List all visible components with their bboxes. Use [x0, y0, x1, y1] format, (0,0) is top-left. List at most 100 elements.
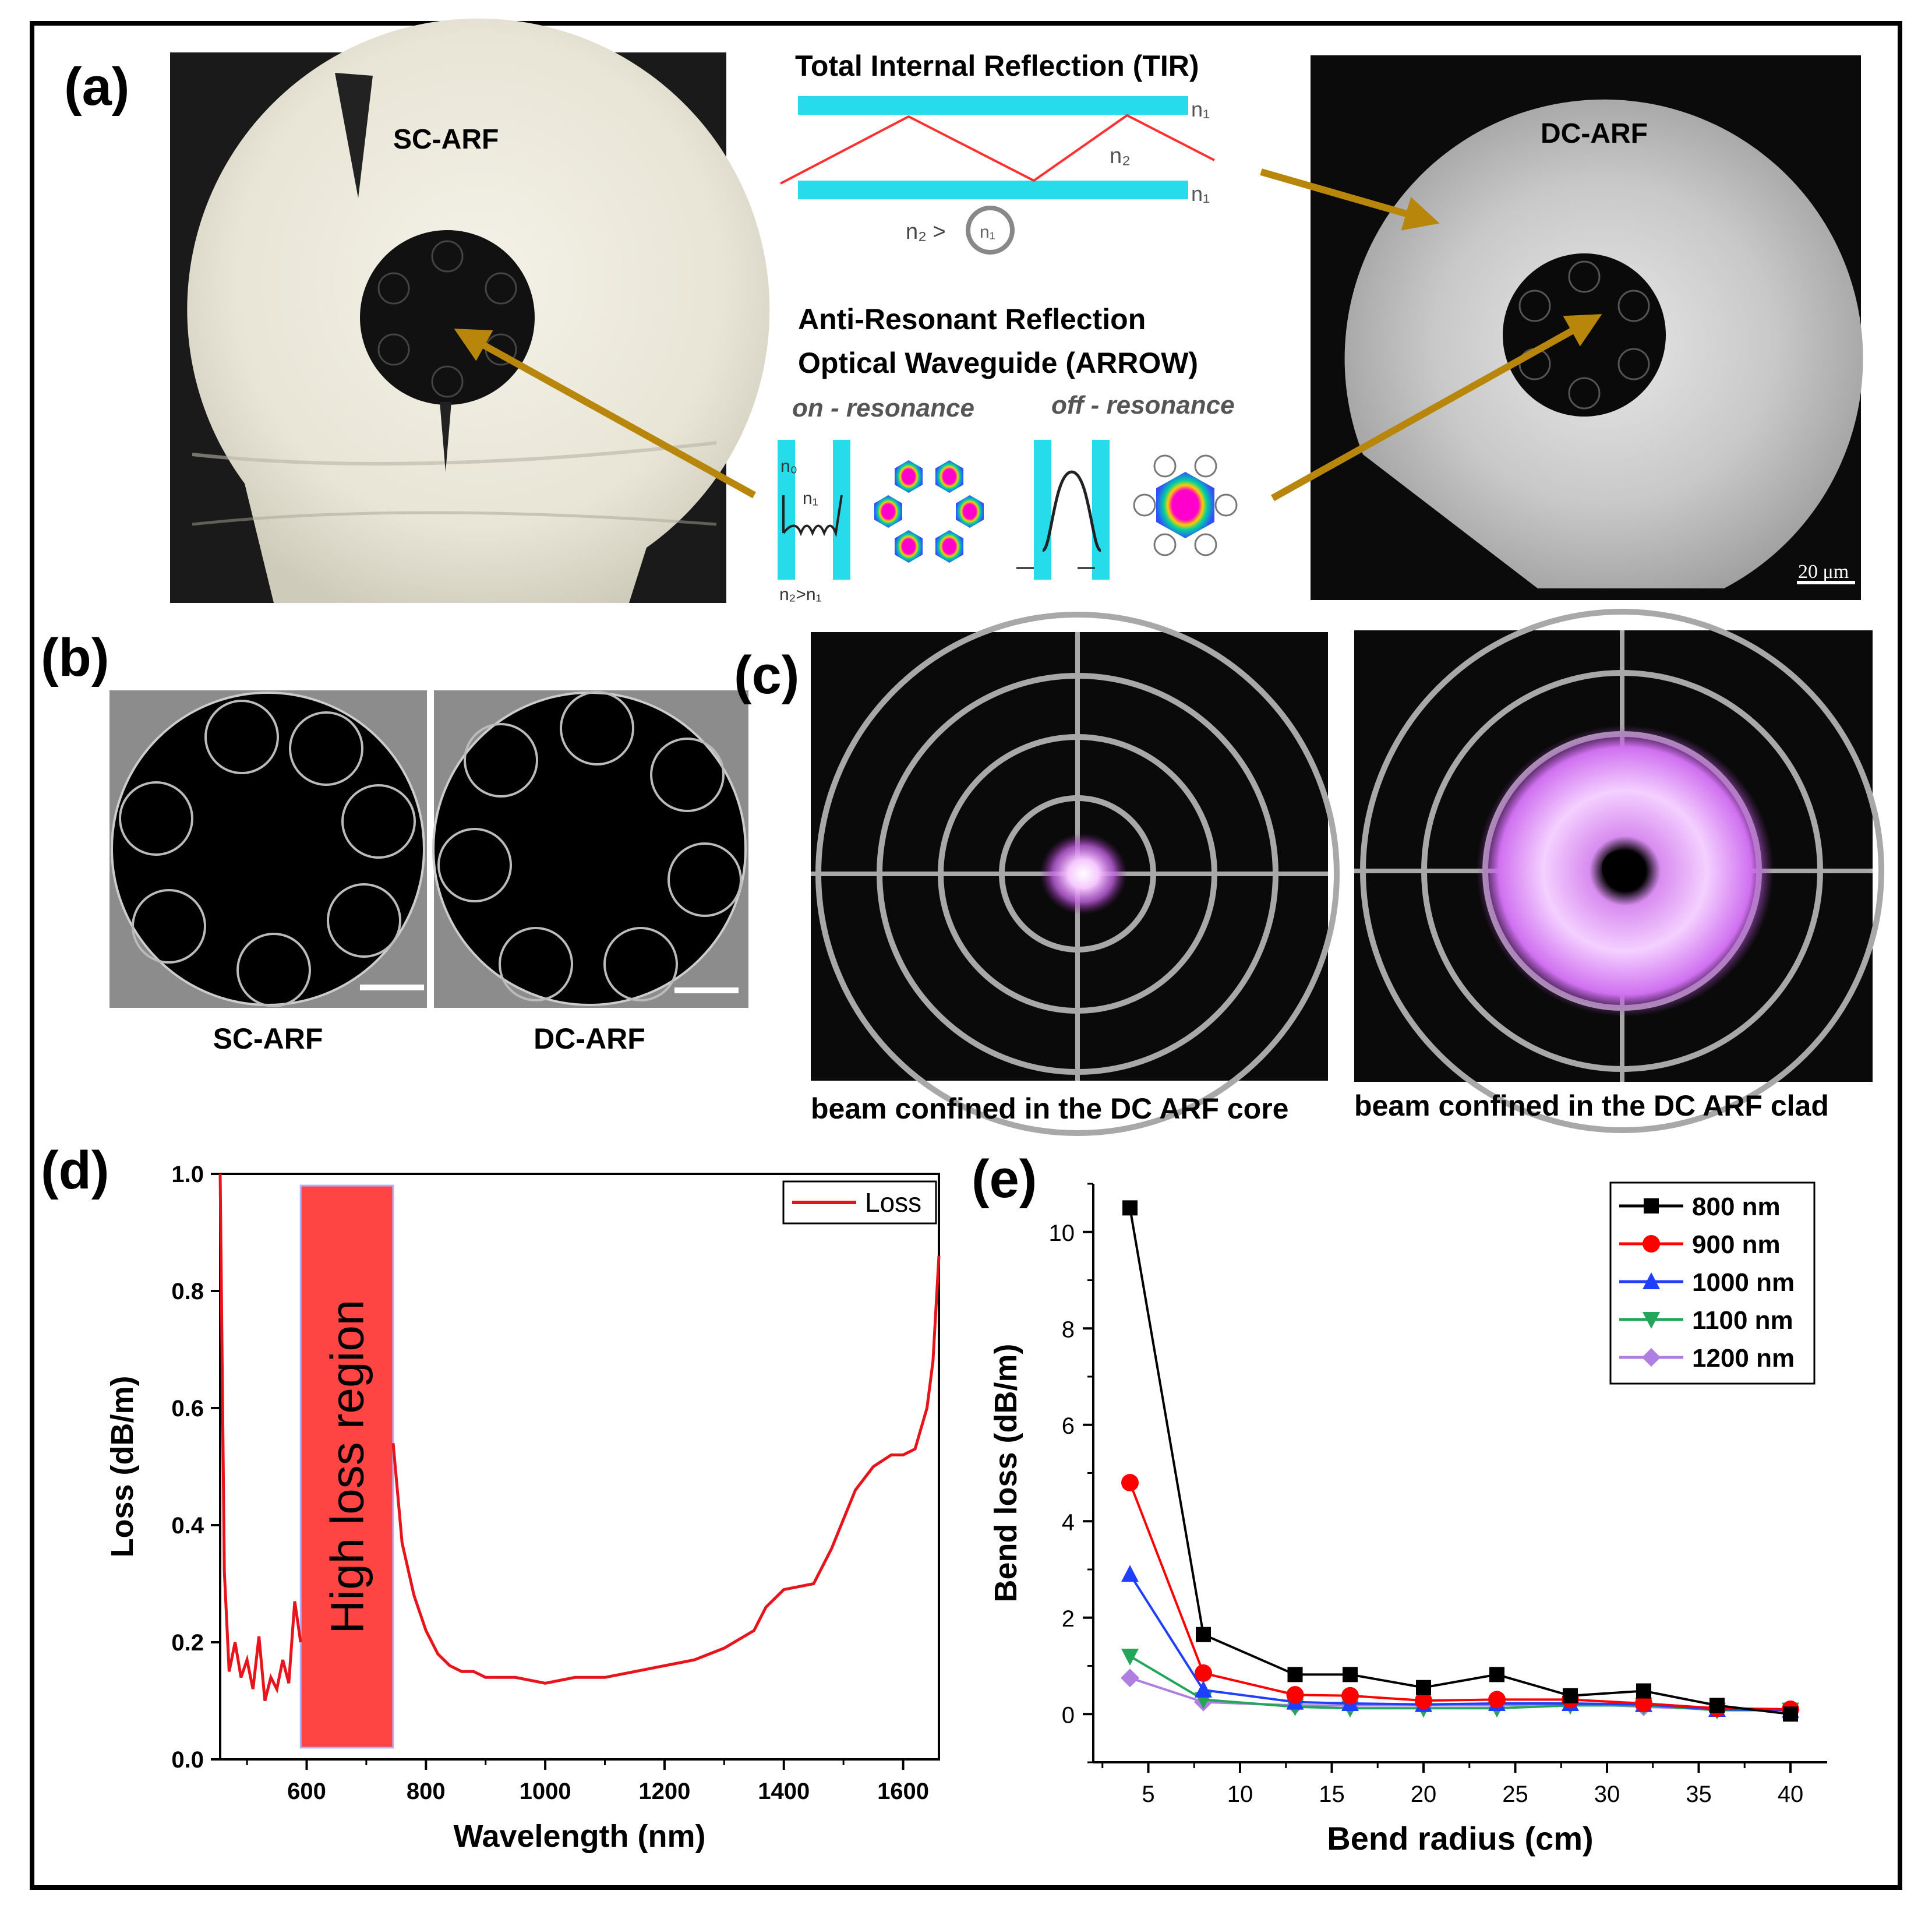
panel-b: (b) SC-ARF DC-ARF: [41, 628, 748, 1055]
bend-legend-label: 1100 nm: [1692, 1306, 1793, 1335]
arrow-diagram: Anti-Resonant Reflection Optical Wavegui…: [778, 303, 1238, 604]
tir-n1-small: n₁: [980, 223, 995, 242]
bend-series-line: [1129, 1574, 1791, 1712]
off-resonance-mode: [1041, 470, 1102, 552]
panel-label-d: (d): [41, 1141, 109, 1200]
loss-x-tick-label: 1400: [758, 1779, 810, 1804]
bend-series-1000-nm: [1121, 1565, 1799, 1718]
dc-arf-micrograph: DC-ARF 20 μm: [1311, 55, 1863, 600]
clad-caption: beam confined in the DC ARF clad: [1354, 1089, 1829, 1122]
bend-y-tick-label: 0: [1062, 1702, 1075, 1728]
tir-title: Total Internal Reflection (TIR): [795, 50, 1199, 82]
bend-legend-label: 900 nm: [1692, 1230, 1781, 1259]
bend-x-axis-label: Bend radius (cm): [1327, 1820, 1593, 1857]
dc-arf-image-label: DC-ARF: [1541, 118, 1648, 149]
core-beam-spot: [1040, 833, 1127, 915]
loss-y-tick-label: 1.0: [171, 1162, 204, 1187]
bend-legend-marker: [1644, 1198, 1659, 1213]
tir-diagram: Total Internal Reflection (TIR) n₁ n₁ n₂…: [780, 50, 1215, 255]
panel-label-e: (e): [972, 1149, 1037, 1209]
bend-x-tick-label: 15: [1319, 1782, 1345, 1807]
bend-data-point: [1635, 1695, 1652, 1713]
bend-legend-label: 800 nm: [1692, 1193, 1781, 1221]
bend-y-tick-label: 4: [1062, 1509, 1075, 1535]
bend-data-point: [1341, 1687, 1359, 1705]
arrow-title-2: Optical Waveguide (ARROW): [798, 347, 1198, 379]
arrow-n2gt: n₂>n₁: [779, 585, 822, 604]
bend-data-point: [1710, 1698, 1725, 1713]
sc-arf-image-label: SC-ARF: [393, 124, 499, 155]
core-caption: beam confined in the DC ARF core: [811, 1092, 1288, 1125]
bend-data-point: [1488, 1691, 1506, 1709]
figure-frame: [30, 21, 1902, 1890]
panel-label-b: (b): [41, 628, 109, 687]
arrow-n0: n₀: [780, 457, 797, 476]
arrow-title-1: Anti-Resonant Reflection: [798, 303, 1146, 336]
arrow-to-dc-clad: [1260, 168, 1440, 231]
off-resonance-label: off - resonance: [1051, 391, 1235, 419]
bend-y-tick-label: 6: [1062, 1413, 1075, 1439]
arrow-to-sc-core: [454, 329, 756, 499]
bend-data-point: [1196, 1627, 1211, 1642]
bend-data-point: [1416, 1680, 1431, 1695]
panel-label-a: (a): [64, 57, 129, 117]
panel-label-c: (c): [734, 645, 799, 705]
bend-data-point: [1783, 1706, 1798, 1722]
bend-data-point: [1415, 1692, 1432, 1710]
bend-data-point: [1287, 1667, 1303, 1682]
high-loss-region-label: High loss region: [322, 1300, 373, 1634]
bend-x-tick-label: 25: [1502, 1782, 1528, 1807]
tir-n2-gt: n₂ >: [906, 220, 946, 244]
bend-data-point: [1489, 1667, 1504, 1682]
loss-plot-area: [219, 1173, 940, 1761]
tir-top-cladding: [798, 96, 1188, 115]
arrow-n1: n₁: [803, 489, 818, 508]
tir-n2: n₂: [1110, 144, 1131, 168]
bend-legend-label: 1000 nm: [1692, 1268, 1795, 1297]
bend-legend-marker: [1643, 1272, 1660, 1289]
bend-data-point: [1636, 1683, 1651, 1699]
bend-legend-marker: [1643, 1312, 1660, 1329]
bend-series-line: [1129, 1655, 1790, 1712]
loss-y-tick-label: 0.6: [171, 1396, 204, 1421]
on-resonance-label: on - resonance: [792, 394, 974, 422]
bend-data-point: [1121, 1648, 1139, 1666]
bend-series-800-nm: [1122, 1200, 1798, 1722]
dc-arf-sem: [432, 690, 748, 1008]
bend-y-tick-label: 8: [1062, 1317, 1075, 1342]
sc-arf-caption: SC-ARF: [213, 1022, 323, 1055]
bend-y-tick-label: 10: [1049, 1220, 1075, 1246]
high-loss-region: [299, 1184, 394, 1749]
bend-data-point: [1343, 1667, 1358, 1682]
panel-a: (a) SC-ARF Total Internal Reflection (TI…: [64, 18, 1863, 604]
panel-e-bend-chart: (e) 0 2 4 6 8 10 5 10 15 20 25 30 35 40 Bend radius (c…: [972, 1149, 1827, 1857]
tir-ray: [780, 114, 1215, 185]
bend-x-tick-label: 35: [1686, 1782, 1712, 1807]
bend-legend-marker: [1642, 1348, 1661, 1367]
bend-series-line: [1129, 1208, 1791, 1716]
on-resonance-mode: [782, 495, 843, 538]
bend-x-tick-label: 5: [1142, 1782, 1154, 1807]
bend-data-point: [1121, 1668, 1139, 1688]
tir-n1-top: n₁: [1191, 97, 1210, 121]
bend-y-tick-label: 2: [1062, 1606, 1075, 1632]
loss-y-tick-label: 0.4: [171, 1513, 204, 1539]
bend-x-tick-label: 20: [1411, 1782, 1437, 1807]
loss-x-tick-label: 1000: [520, 1779, 571, 1804]
bend-legend-marker: [1643, 1235, 1660, 1253]
bend-data-point: [1286, 1686, 1304, 1704]
loss-x-axis-label: Wavelength (nm): [453, 1819, 705, 1854]
loss-x-tick-label: 800: [407, 1779, 446, 1804]
arrow-to-dc-core: [1271, 314, 1602, 502]
bend-data-point: [1121, 1565, 1139, 1582]
bend-data-point: [1563, 1688, 1578, 1703]
bend-series-1200-nm: [1121, 1668, 1800, 1720]
bend-y-axis-label: Bend loss (dB/m): [988, 1343, 1023, 1602]
loss-x-tick-label: 600: [287, 1779, 326, 1804]
bend-data-point: [1122, 1200, 1138, 1216]
loss-y-axis-label: Loss (dB/m): [105, 1375, 140, 1557]
bend-x-tick-label: 10: [1227, 1782, 1253, 1807]
tir-bottom-cladding: [798, 181, 1188, 199]
loss-y-tick-label: 0.0: [171, 1747, 204, 1773]
